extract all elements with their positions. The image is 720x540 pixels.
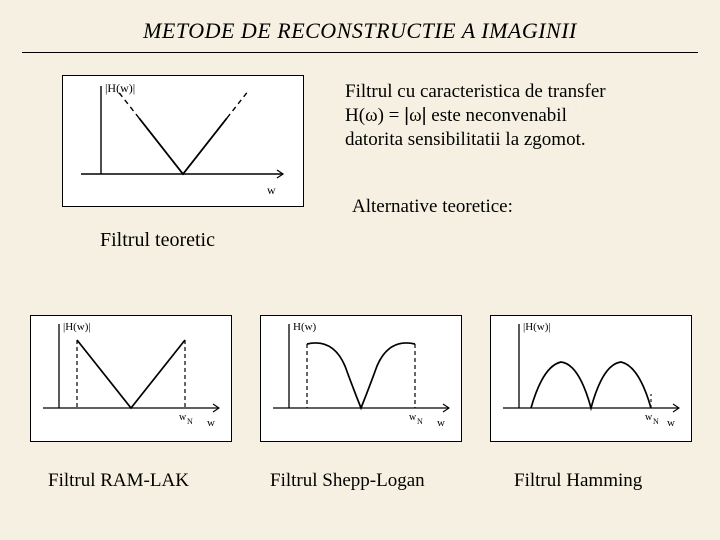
ylabel-teoretic: |H(w)| <box>105 81 135 95</box>
caption-hamming: Filtrul Hamming <box>514 470 642 492</box>
caption-shepp: Filtrul Shepp-Logan <box>270 470 425 492</box>
svg-text:w: w <box>179 412 187 423</box>
svg-text:w: w <box>437 417 445 429</box>
caption-ramlak: Filtrul RAM-LAK <box>48 470 189 492</box>
desc-line2a: H( <box>345 105 365 126</box>
desc-line1: Filtrul cu caracteristica de transfer <box>345 81 606 102</box>
page-title: METODE DE RECONSTRUCTIE A IMAGINII <box>0 18 720 44</box>
desc-omega1: ω <box>365 105 378 126</box>
desc-line2c: este neconvenabil <box>427 105 567 126</box>
svg-text:|H(w)|: |H(w)| <box>523 321 551 333</box>
plot-hamming: |H(w)| w w N <box>490 315 692 442</box>
xlabel-teoretic: w <box>267 183 276 197</box>
title-rule <box>22 52 698 53</box>
alternatives-label: Alternative teoretice: <box>352 196 513 218</box>
label-teoretic: Filtrul teoretic <box>100 229 215 252</box>
plot-teoretic: |H(w)| w <box>62 75 304 207</box>
plot-ramlak-svg: |H(w)| w w N <box>31 316 231 441</box>
svg-text:N: N <box>417 417 423 426</box>
svg-text:w: w <box>667 417 675 429</box>
plot-teoretic-svg: |H(w)| w <box>63 76 303 206</box>
slide-page: METODE DE RECONSTRUCTIE A IMAGINII <box>0 0 720 540</box>
svg-text:|H(w)|: |H(w)| <box>63 321 91 333</box>
svg-text:H(w): H(w) <box>293 321 317 333</box>
desc-line3: datorita sensibilitatii la zgomot. <box>345 129 586 150</box>
svg-text:w: w <box>409 412 417 423</box>
svg-text:w: w <box>645 412 653 423</box>
desc-omega2: ω <box>409 105 422 126</box>
svg-text:N: N <box>187 417 193 426</box>
plot-ramlak: |H(w)| w w N <box>30 315 232 442</box>
desc-line2b: ) = <box>378 105 405 126</box>
plot-shepp: H(w) w w N <box>260 315 462 442</box>
svg-text:w: w <box>207 417 215 429</box>
plot-hamming-svg: |H(w)| w w N <box>491 316 691 441</box>
svg-text:N: N <box>653 417 659 426</box>
description-block: Filtrul cu caracteristica de transfer H(… <box>345 80 690 151</box>
plot-shepp-svg: H(w) w w N <box>261 316 461 441</box>
